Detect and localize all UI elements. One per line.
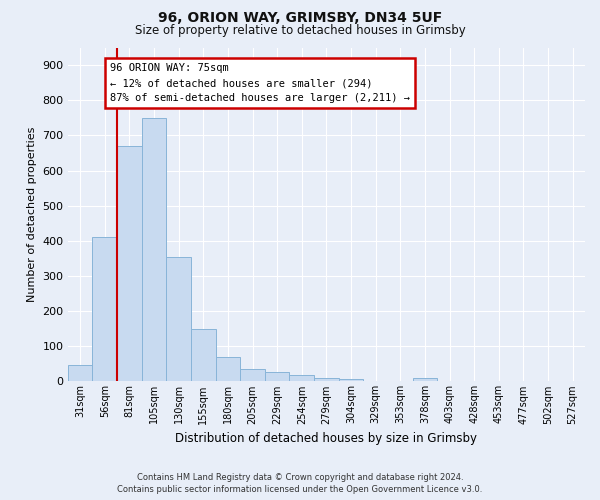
- Bar: [215, 357, 240, 382]
- Bar: [191, 330, 215, 382]
- Bar: [265, 372, 289, 382]
- Text: Contains HM Land Registry data © Crown copyright and database right 2024.
Contai: Contains HM Land Registry data © Crown c…: [118, 472, 482, 494]
- Bar: [314, 378, 339, 382]
- Bar: [166, 256, 191, 382]
- Bar: [117, 146, 142, 382]
- Bar: [413, 378, 437, 382]
- Text: Size of property relative to detached houses in Grimsby: Size of property relative to detached ho…: [134, 24, 466, 37]
- Bar: [68, 365, 92, 382]
- Bar: [142, 118, 166, 382]
- Text: 96, ORION WAY, GRIMSBY, DN34 5UF: 96, ORION WAY, GRIMSBY, DN34 5UF: [158, 11, 442, 25]
- X-axis label: Distribution of detached houses by size in Grimsby: Distribution of detached houses by size …: [175, 432, 478, 445]
- Y-axis label: Number of detached properties: Number of detached properties: [27, 127, 37, 302]
- Bar: [339, 378, 364, 382]
- Bar: [289, 375, 314, 382]
- Bar: [240, 369, 265, 382]
- Bar: [92, 238, 117, 382]
- Text: 96 ORION WAY: 75sqm
← 12% of detached houses are smaller (294)
87% of semi-detac: 96 ORION WAY: 75sqm ← 12% of detached ho…: [110, 64, 410, 103]
